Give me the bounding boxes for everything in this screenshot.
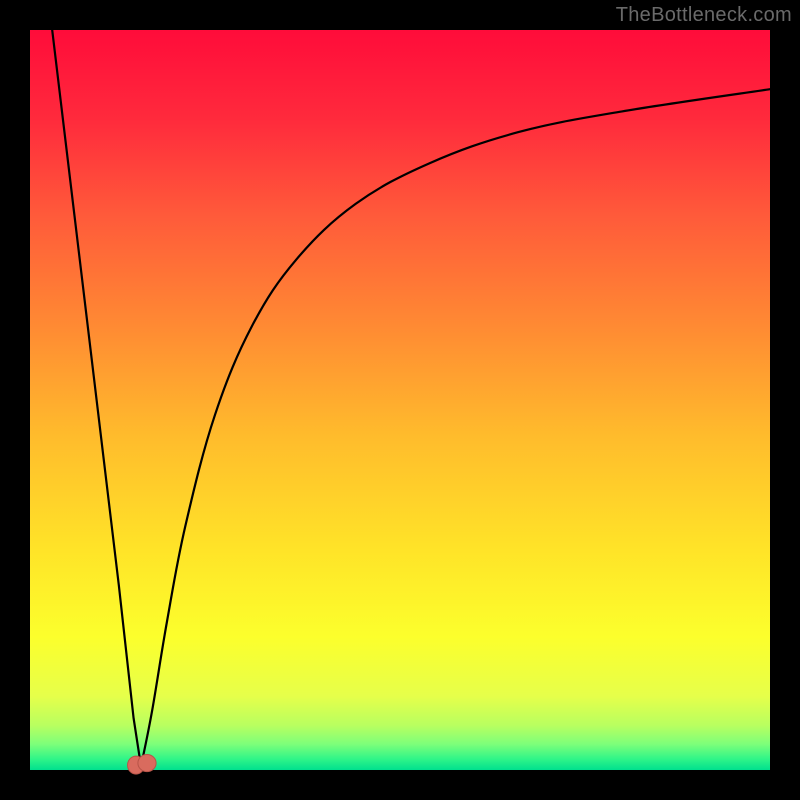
watermark-label: TheBottleneck.com [616,4,792,27]
chart-container: TheBottleneck.com [0,0,800,800]
bottleneck-curve-chart [0,0,800,800]
plot-area [30,30,770,770]
